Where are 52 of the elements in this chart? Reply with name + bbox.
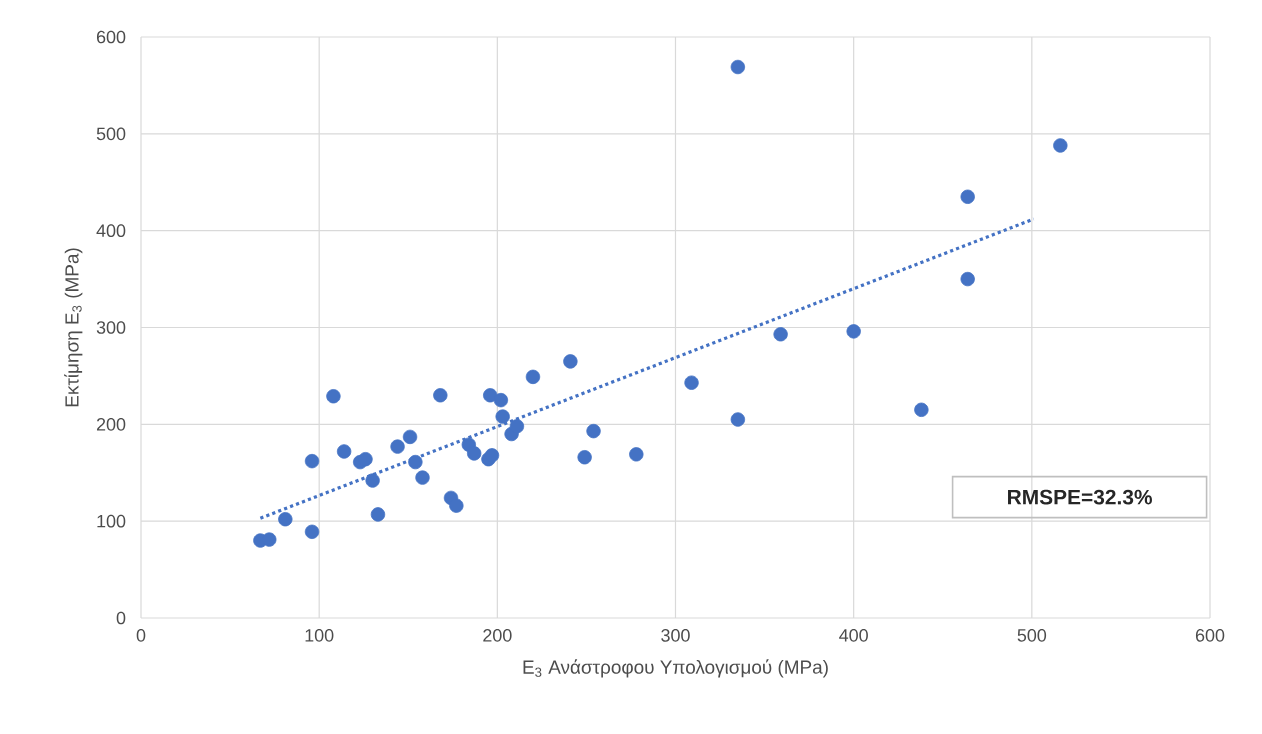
point	[262, 532, 277, 547]
y-tick-label: 600	[96, 30, 126, 44]
point	[525, 369, 541, 385]
point	[846, 324, 861, 339]
point	[629, 447, 644, 462]
point	[730, 59, 746, 75]
point	[304, 524, 320, 539]
x-tick-label: 100	[305, 629, 334, 642]
y-tick-label: 400	[96, 224, 126, 238]
point	[1053, 138, 1068, 153]
x-axis-title: E$_{3}$ Ανάστροφου Υπολογισμού (MPa)	[523, 659, 828, 678]
x-tick-label: 300	[661, 629, 690, 642]
y-tick-label: 300	[96, 321, 126, 334]
point	[495, 409, 510, 424]
point	[336, 444, 352, 459]
point	[483, 388, 498, 403]
annotation: RMSPE=32.3%	[1008, 489, 1152, 505]
y-tick-label: 100	[97, 514, 126, 528]
y-tick-label: 500	[96, 127, 126, 141]
point	[449, 498, 464, 513]
point	[484, 448, 500, 463]
x-tick-label: 500	[1017, 629, 1047, 642]
point	[509, 419, 525, 434]
point	[390, 439, 405, 454]
x-tick-label: 600	[1195, 629, 1225, 642]
point	[563, 354, 578, 369]
point	[586, 423, 601, 439]
y-axis-title: Εκτίμηση E$_{3}$ (MPa)	[64, 248, 83, 407]
x-tick-label: 400	[839, 629, 868, 642]
point	[370, 507, 386, 522]
point	[773, 327, 788, 342]
point	[358, 452, 373, 467]
point	[304, 453, 320, 469]
y-tick-label: 200	[96, 417, 126, 431]
x-tick-label: 200	[483, 629, 512, 642]
point	[960, 271, 975, 287]
point	[914, 402, 929, 417]
point	[960, 189, 975, 204]
point	[467, 446, 482, 461]
point	[278, 512, 293, 527]
x-tick-label: 0	[136, 629, 146, 642]
point	[577, 450, 592, 465]
point	[415, 470, 430, 485]
point	[684, 375, 699, 390]
point	[493, 392, 509, 408]
point	[730, 412, 746, 427]
point	[365, 473, 380, 488]
point	[433, 388, 448, 403]
point	[408, 454, 423, 470]
point	[402, 429, 418, 445]
point	[326, 389, 341, 404]
y-tick-label: 0	[116, 611, 126, 625]
